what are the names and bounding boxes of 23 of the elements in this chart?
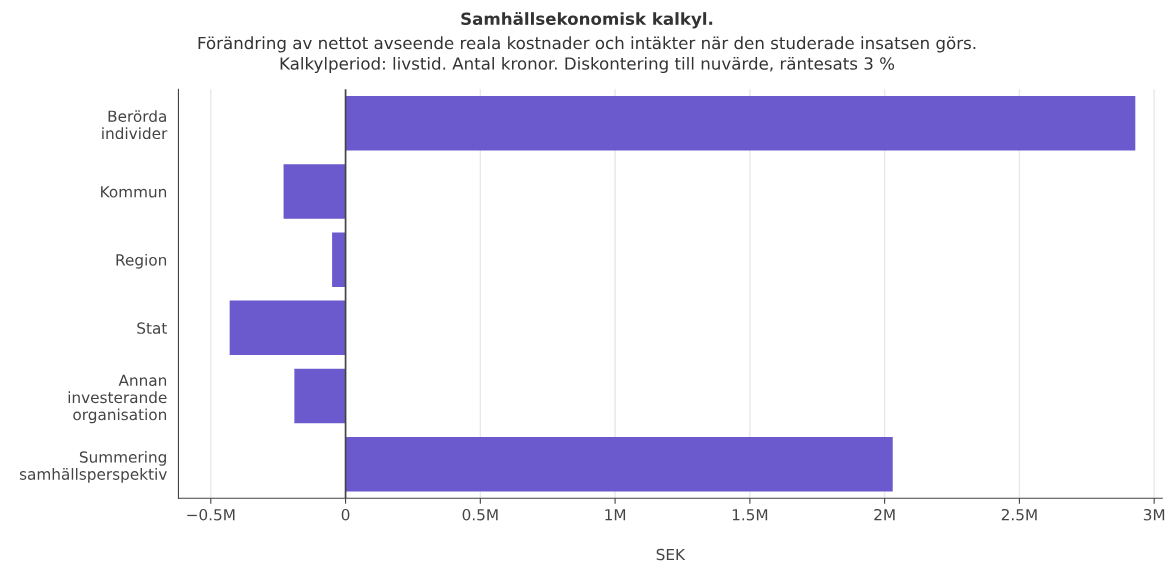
x-tick-label: 2M [874, 508, 895, 521]
bar [332, 232, 346, 287]
x-tick-label: 1.5M [732, 509, 768, 521]
x-tick-label: 0 [341, 508, 350, 521]
chart-title: Samhällsekonomisk kalkyl. [461, 11, 713, 29]
y-tick-label: Kommun [101, 186, 167, 198]
bar [345, 96, 1136, 151]
x-tick-label: −0.5M [187, 508, 235, 521]
bar [229, 300, 346, 356]
y-tick-label: Annan investerande organisation [68, 374, 167, 424]
bar [294, 368, 346, 424]
bar [345, 436, 893, 492]
x-tick-label: 1M [605, 509, 626, 521]
y-tick-label: Berörda individer [102, 110, 168, 140]
y-tick-label: Stat [137, 322, 167, 334]
x-tick-label: 3M [1143, 508, 1165, 521]
x-axis-title: SEK [656, 548, 686, 561]
bar [283, 164, 346, 219]
y-tick-label: Region [116, 253, 167, 269]
y-tick-label: Summering samhällsperspektiv [19, 450, 167, 483]
chart-subtitle: Förändring av nettot avseende reala kostnader och intäkter när den studerade insatsen görs. Kalkylperiod: livstid. Antal kronor. Diskontering till nuvärde, räntesats 3 % [198, 36, 976, 74]
x-tick-label: 0.5M [462, 508, 498, 521]
x-tick-label: 2.5M [1001, 508, 1037, 521]
